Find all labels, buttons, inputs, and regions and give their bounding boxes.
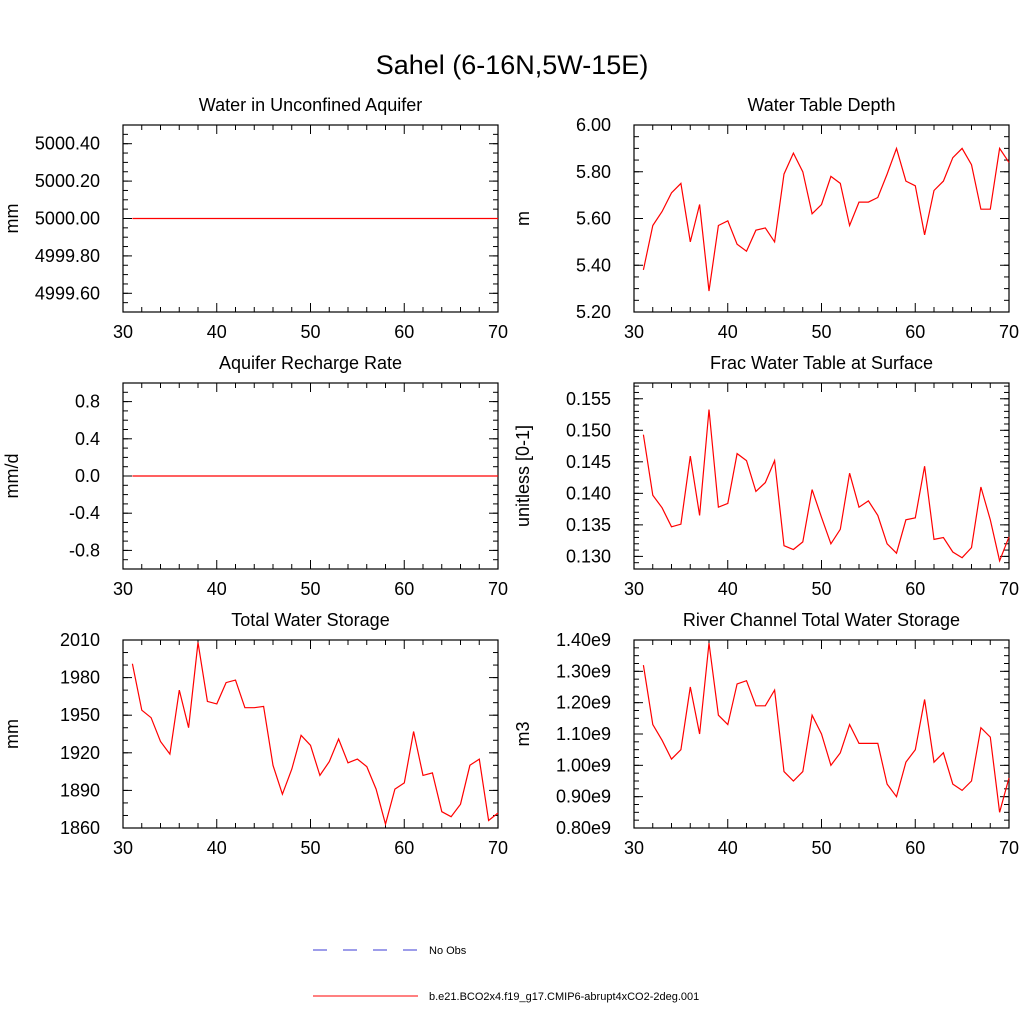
total-water-storage-xtick-label: 60	[394, 838, 414, 858]
frac-water-table-at-surface-ytick-label: 0.135	[566, 515, 611, 535]
water-table-depth-ytick-label: 5.60	[576, 209, 611, 229]
water-in-unconfined-aquifer-xtick-label: 60	[394, 322, 414, 342]
water-table-depth-ylabel: m	[513, 211, 533, 226]
river-channel-total-water-storage-ytick-label: 1.20e9	[556, 693, 611, 713]
frac-water-table-at-surface-xtick-label: 30	[624, 579, 644, 599]
water-in-unconfined-aquifer-ytick-label: 4999.80	[35, 246, 100, 266]
water-table-depth-xtick-label: 30	[624, 322, 644, 342]
panel-total-water-storage: Total Water Storage mm 30 40 50 60 70 1860 1890 1…	[2, 610, 508, 858]
river-channel-total-water-storage-series-line	[642, 643, 1010, 813]
legend-label-no-obs: No Obs	[429, 945, 467, 957]
total-water-storage-frame	[122, 639, 499, 829]
aquifer-recharge-rate-ytick-label: 0.8	[75, 392, 100, 412]
water-in-unconfined-aquifer-xtick-label: 30	[113, 322, 133, 342]
frac-water-table-at-surface-series-line	[642, 409, 1010, 563]
water-table-depth-frame	[633, 124, 1010, 313]
total-water-storage-series-line	[131, 642, 499, 827]
water-table-depth-xtick-label: 70	[999, 322, 1019, 342]
river-channel-total-water-storage-ytick-label: 1.00e9	[556, 755, 611, 775]
panel-aquifer-recharge-rate: Aquifer Recharge Rate mm/d 30 40 50 60 70 -0.8 -…	[2, 353, 508, 599]
river-channel-total-water-storage-xtick-label: 40	[718, 838, 738, 858]
aquifer-recharge-rate-title: Aquifer Recharge Rate	[219, 353, 402, 373]
water-table-depth-ytick-label: 5.40	[576, 255, 611, 275]
legend: No Obs b.e21.BCO2x4.f19_g17.CMIP6-abrupt…	[313, 945, 699, 1003]
water-in-unconfined-aquifer-ytick-label: 5000.00	[35, 209, 100, 229]
total-water-storage-ytick-label: 2010	[60, 630, 100, 650]
water-table-depth-xtick-label: 40	[718, 322, 738, 342]
water-in-unconfined-aquifer-ylabel: mm	[2, 204, 22, 234]
river-channel-total-water-storage-ylabel: m3	[513, 721, 533, 746]
frac-water-table-at-surface-ytick-label: 0.130	[566, 546, 611, 566]
water-table-depth-xtick-label: 60	[905, 322, 925, 342]
panel-frac-water-table-at-surface: Frac Water Table at Surface unitless [0-1…	[513, 353, 1019, 599]
river-channel-total-water-storage-ytick-label: 0.90e9	[556, 787, 611, 807]
river-channel-total-water-storage-xtick-label: 50	[811, 838, 831, 858]
total-water-storage-xtick-label: 70	[488, 838, 508, 858]
total-water-storage-ytick-label: 1920	[60, 743, 100, 763]
river-channel-total-water-storage-ytick-label: 1.30e9	[556, 661, 611, 681]
water-in-unconfined-aquifer-xtick-label: 40	[207, 322, 227, 342]
total-water-storage-title: Total Water Storage	[231, 610, 389, 630]
frac-water-table-at-surface-frame	[633, 382, 1010, 570]
water-table-depth-ytick-label: 5.80	[576, 162, 611, 182]
river-channel-total-water-storage-ytick-label: 1.10e9	[556, 724, 611, 744]
frac-water-table-at-surface-ytick-label: 0.150	[566, 420, 611, 440]
panel-water-table-depth: Water Table Depth m 30 40 50 60 70 5.20 5.40 5.60…	[513, 95, 1019, 342]
frac-water-table-at-surface-xtick-label: 40	[718, 579, 738, 599]
total-water-storage-xtick-label: 40	[207, 838, 227, 858]
river-channel-total-water-storage-ytick-label: 0.80e9	[556, 818, 611, 838]
water-table-depth-xtick-label: 50	[811, 322, 831, 342]
river-channel-total-water-storage-xtick-label: 70	[999, 838, 1019, 858]
total-water-storage-ylabel: mm	[2, 719, 22, 749]
total-water-storage-ytick-label: 1890	[60, 780, 100, 800]
total-water-storage-ytick-label: 1980	[60, 668, 100, 688]
water-in-unconfined-aquifer-title: Water in Unconfined Aquifer	[199, 95, 422, 115]
frac-water-table-at-surface-xtick-label: 70	[999, 579, 1019, 599]
total-water-storage-ytick-label: 1860	[60, 818, 100, 838]
water-table-depth-ytick-label: 5.20	[576, 302, 611, 322]
river-channel-total-water-storage-title: River Channel Total Water Storage	[683, 610, 960, 630]
total-water-storage-ytick-label: 1950	[60, 705, 100, 725]
frac-water-table-at-surface-ytick-label: 0.155	[566, 389, 611, 409]
river-channel-total-water-storage-xtick-label: 30	[624, 838, 644, 858]
aquifer-recharge-rate-ytick-label: -0.4	[69, 503, 100, 523]
legend-label-model: b.e21.BCO2x4.f19_g17.CMIP6-abrupt4xCO2-2…	[429, 991, 699, 1003]
page-title: Sahel (6-16N,5W-15E)	[376, 50, 649, 80]
total-water-storage-xtick-label: 30	[113, 838, 133, 858]
aquifer-recharge-rate-xtick-label: 40	[207, 579, 227, 599]
water-in-unconfined-aquifer-ytick-label: 5000.40	[35, 134, 100, 154]
frac-water-table-at-surface-ytick-label: 0.145	[566, 452, 611, 472]
aquifer-recharge-rate-ytick-label: -0.8	[69, 540, 100, 560]
water-in-unconfined-aquifer-ytick-label: 4999.60	[35, 283, 100, 303]
aquifer-recharge-rate-xtick-label: 70	[488, 579, 508, 599]
aquifer-recharge-rate-ytick-label: 0.0	[75, 466, 100, 486]
aquifer-recharge-rate-ylabel: mm/d	[2, 454, 22, 499]
total-water-storage-xtick-label: 50	[300, 838, 320, 858]
water-in-unconfined-aquifer-ytick-label: 5000.20	[35, 171, 100, 191]
water-table-depth-series-line	[642, 146, 1010, 292]
frac-water-table-at-surface-xtick-label: 50	[811, 579, 831, 599]
panel-river-channel-total-water-storage: River Channel Total Water Storage m3 30 40 5…	[513, 610, 1019, 858]
panel-water-in-unconfined-aquifer: Water in Unconfined Aquifer mm 30 40 50 60 70 4…	[2, 95, 508, 342]
water-table-depth-title: Water Table Depth	[747, 95, 895, 115]
frac-water-table-at-surface-ytick-label: 0.140	[566, 483, 611, 503]
frac-water-table-at-surface-title: Frac Water Table at Surface	[710, 353, 933, 373]
frac-water-table-at-surface-ylabel: unitless [0-1]	[513, 425, 533, 527]
river-channel-total-water-storage-ytick-label: 1.40e9	[556, 630, 611, 650]
river-channel-total-water-storage-xtick-label: 60	[905, 838, 925, 858]
frac-water-table-at-surface-xtick-label: 60	[905, 579, 925, 599]
aquifer-recharge-rate-xtick-label: 60	[394, 579, 414, 599]
aquifer-recharge-rate-xtick-label: 50	[300, 579, 320, 599]
water-table-depth-ytick-label: 6.00	[576, 115, 611, 135]
water-in-unconfined-aquifer-xtick-label: 70	[488, 322, 508, 342]
water-in-unconfined-aquifer-xtick-label: 50	[300, 322, 320, 342]
aquifer-recharge-rate-ytick-label: 0.4	[75, 429, 100, 449]
aquifer-recharge-rate-xtick-label: 30	[113, 579, 133, 599]
